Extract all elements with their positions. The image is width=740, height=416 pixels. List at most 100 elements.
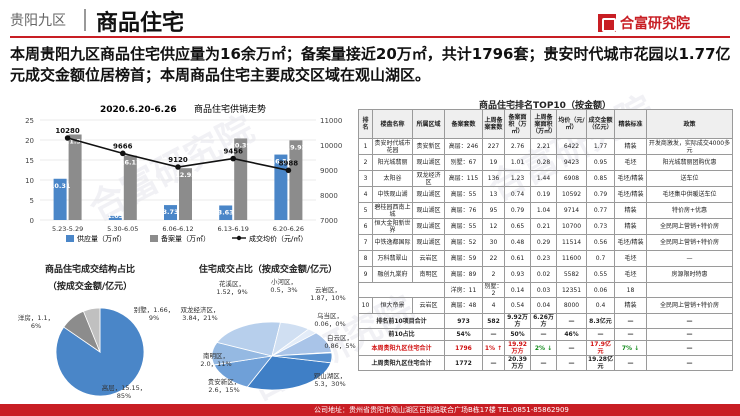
- area-pie-chart: 花溪区，1.52，9% 小河区，0.5，3% 云岩区，1.87，10% 双龙经济区，3…: [181, 277, 356, 394]
- table-cell: 高层：52: [444, 234, 483, 251]
- table-cell: 太阳谷: [372, 170, 413, 187]
- structure-percent: 85%: [117, 392, 131, 400]
- table-cell: 万科翡翠山: [372, 250, 413, 267]
- table-cell: 7% ↓: [614, 340, 647, 356]
- table-cell: 高层：55: [444, 186, 483, 203]
- area-label: 贵安新区，: [208, 377, 241, 386]
- table-cell: —: [646, 313, 733, 329]
- table-cell: 22: [482, 250, 505, 267]
- table-cell: 毛坯: [614, 154, 647, 171]
- table-cell: 0.79: [586, 186, 615, 203]
- table-cell: 0.7: [586, 250, 615, 267]
- table-cell: 阳光城翡丽: [372, 154, 413, 171]
- table-cell: 19.28亿元: [586, 355, 615, 371]
- table-cell: 0.55: [586, 266, 615, 283]
- table-cell: —: [556, 355, 587, 371]
- summary-label: 前10占比: [358, 328, 445, 341]
- price-point: [120, 150, 126, 157]
- area-pie-title: 住宅成交占比（按成交金额/亿元）: [198, 265, 338, 275]
- table-cell: 1772: [444, 355, 483, 371]
- table-cell: 20.39万方: [504, 355, 531, 371]
- table-cell: 0.54: [504, 297, 531, 314]
- structure-percent: 9%: [149, 314, 159, 322]
- table-cell: 云岩区: [412, 250, 445, 267]
- table-cell: 8000: [556, 297, 587, 314]
- record-bar: [289, 140, 303, 220]
- table-cell: 阳光城翡丽团购优惠: [646, 154, 733, 171]
- table-cell: 全民网上营销+特价房: [646, 234, 733, 251]
- table-cell: 恒大金阳新世界: [372, 218, 413, 235]
- table-cell: 全民网上营销+特价房: [646, 218, 733, 235]
- price-value-label: 10280: [55, 127, 79, 135]
- table-cell: 582: [482, 313, 505, 329]
- region-label: 贵阳九区: [10, 13, 66, 29]
- supply-sales-trend-chart: 2020.6.20-6.26 商品住宅供销走势 0 5 10 15 20 25 7000 8000…: [25, 103, 342, 243]
- table-cell: 6422: [556, 138, 587, 155]
- area-label: 1.87，10%: [310, 294, 345, 302]
- table-cell: 18: [614, 282, 647, 298]
- table-cell: 0.48: [504, 234, 531, 251]
- table-cell: 13: [482, 186, 505, 203]
- table-cell: 0.02: [530, 266, 557, 283]
- table-cell: 全民网上营销+特价房: [646, 297, 733, 314]
- x-tick-label: 6.06-6.12: [162, 225, 193, 233]
- supply-value-label: 1.03: [107, 212, 123, 220]
- table-cell: 精装: [614, 218, 647, 235]
- table-cell: 高层：48: [444, 297, 483, 314]
- table-cell: 毛坯: [614, 250, 647, 267]
- area-label: 乌当区，: [317, 311, 343, 320]
- table-cell: 毛坯/精装: [614, 186, 647, 203]
- structure-pie-panel: 商品住宅成交结构占比 （按成交金额/亿元）: [4, 262, 176, 292]
- legend-record-label: 备案量（万㎡）: [161, 234, 210, 243]
- table-cell: 0.28: [530, 154, 557, 171]
- y2-tick-label: 8000: [320, 192, 338, 200]
- table-cell: 0.21: [530, 218, 557, 235]
- table-row: 2 阳光城翡丽 观山湖区 别墅：67 19 1.01 0.28 9423 0.95 毛坯 阳光城翡丽…: [358, 154, 733, 171]
- supply-bar: [164, 205, 177, 220]
- table-cell: 观山湖区: [412, 234, 445, 251]
- table-row-extra: 洋房：11 别墅：2 0.14 0.03 12351 0.06 18: [358, 282, 733, 298]
- table-cell: 贵安新区: [412, 138, 445, 155]
- table-cell: 1% ↑: [482, 340, 505, 356]
- table-cell: 95: [482, 202, 505, 219]
- table-cell: 0.03: [530, 282, 557, 298]
- table-cell: —: [530, 355, 557, 371]
- table-cell: —: [646, 250, 733, 267]
- price-point: [64, 135, 71, 141]
- table-cell: 0.61: [504, 250, 531, 267]
- table-row: 10 恒大帝景 云岩区 高层：48 4 0.54 0.04 8000 0.4 精装 全民网上营销+特…: [358, 297, 733, 314]
- area-label: 0.06，0%: [314, 320, 345, 328]
- table-cell: 5582: [556, 266, 587, 283]
- supply-value-label: 16.36: [271, 158, 292, 166]
- table-cell: 1.01: [504, 154, 531, 171]
- area-label: 小河区，: [271, 277, 297, 286]
- table-cell: 0.19: [530, 186, 557, 203]
- table-cell: 10592: [556, 186, 587, 203]
- record-value-label: 12.95: [175, 171, 196, 179]
- table-cell: 云岩区: [412, 297, 445, 314]
- table-row: 6 恒大金阳新世界 观山湖区 高层：55 12 0.65 0.21 10700 0.73 精装 全民…: [358, 218, 733, 235]
- y-tick-label: 10: [25, 177, 34, 185]
- table-row: 1 贵安时代城市花园 贵安新区 高层：246 227 2.76 2.21 6422 1.77 精装…: [358, 138, 733, 155]
- table-cell: —: [530, 328, 557, 341]
- table-cell: 12351: [556, 282, 587, 298]
- table-cell: 高层：55: [444, 218, 483, 235]
- table-cell: 双龙经济区: [412, 170, 445, 187]
- table-header-cell: 备案套数: [444, 109, 483, 139]
- footer: 公司地址：贵州省贵阳市观山湖区百挑路联合广场B栋17楼 TEL:0851-858…: [0, 404, 740, 416]
- record-bar: [68, 134, 82, 220]
- header-separator: [84, 9, 86, 31]
- logo: 合富研究院: [598, 13, 690, 33]
- price-value-label: 8988: [279, 159, 299, 167]
- table-cell: 54%: [444, 328, 483, 341]
- price-value-label: 9120: [168, 156, 188, 164]
- table-row: 4 中铁观山湖 观山湖区 高层：55 13 0.74 0.19 10592 0.79 毛坯/精装毛…: [358, 186, 733, 203]
- table-row: 9 融创九棠府 南明区 高层：89 2 0.93 0.02 5582 0.55 毛坯 房源限时特惠: [358, 266, 733, 283]
- area-label: 5.3，30%: [314, 380, 345, 388]
- y-tick-label: 15: [25, 157, 34, 165]
- table-cell: 10: [358, 297, 373, 314]
- table-cell: 毛坯集中供暖送车位: [646, 186, 733, 203]
- table-cell: 0.14: [504, 282, 531, 298]
- structure-pie-subtitle: （按成交金额/亿元）: [47, 282, 133, 292]
- header-rule: [10, 36, 730, 38]
